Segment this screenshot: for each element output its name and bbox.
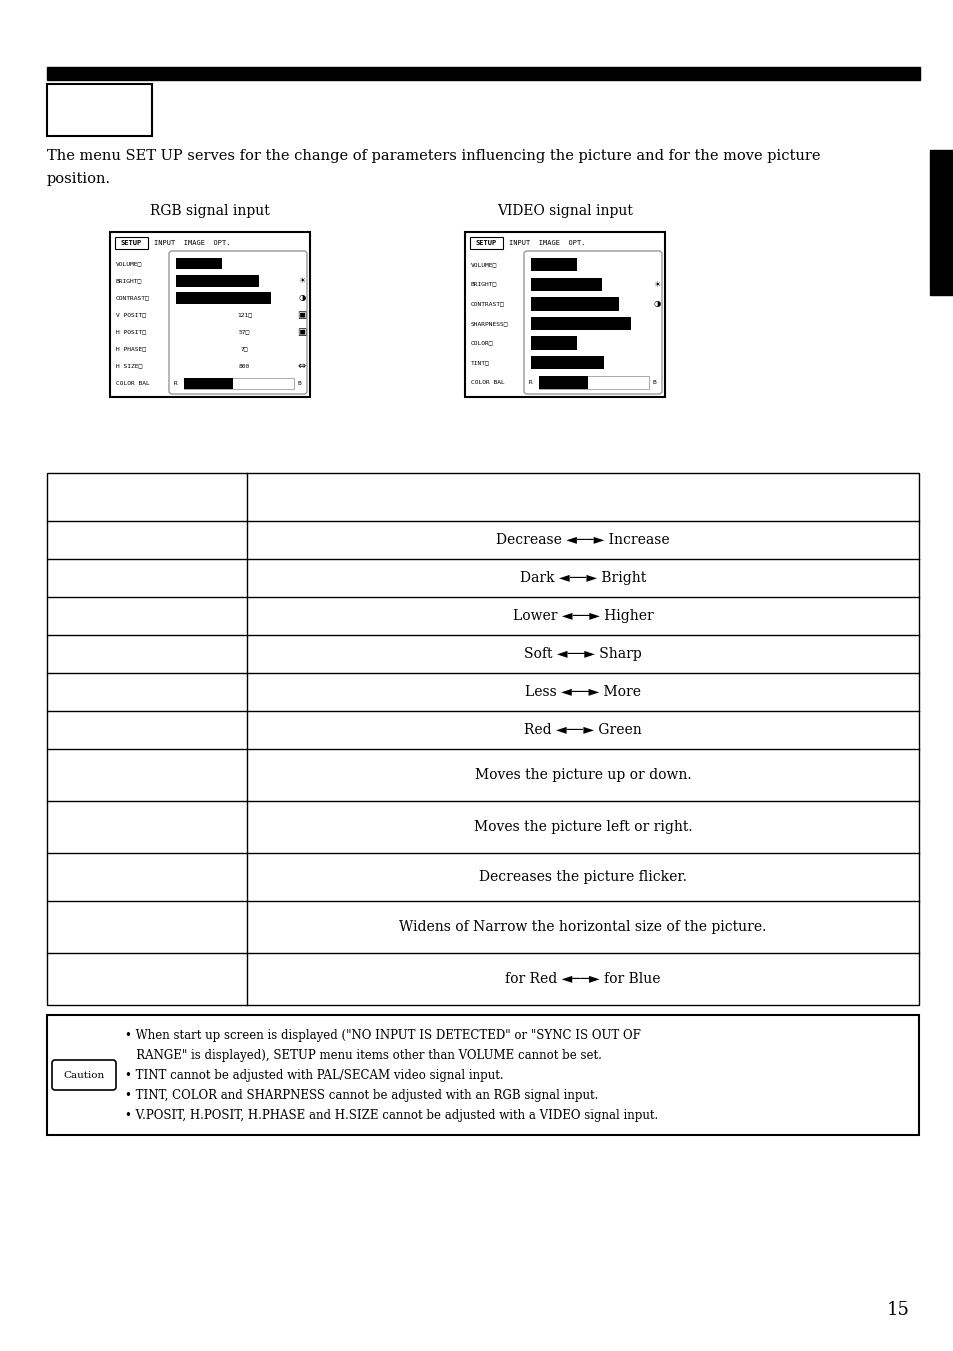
Text: • TINT, COLOR and SHARPNESS cannot be adjusted with an RGB signal input.: • TINT, COLOR and SHARPNESS cannot be ad… (125, 1089, 598, 1102)
Bar (531, 278, 652, 290)
Bar (531, 357, 652, 369)
Text: Moves the picture left or right.: Moves the picture left or right. (474, 820, 692, 834)
Bar (47, 1015, 918, 1135)
Bar (175, 274, 297, 286)
Text: R: R (173, 381, 177, 386)
Bar (531, 317, 630, 330)
Bar (110, 232, 310, 397)
Text: 800: 800 (238, 363, 250, 369)
Text: H SIZE□: H SIZE□ (116, 363, 142, 369)
Text: COLOR□: COLOR□ (471, 340, 493, 346)
Text: 57□: 57□ (238, 330, 250, 335)
Text: for Red ◄──► for Blue: for Red ◄──► for Blue (505, 971, 660, 986)
Bar (538, 376, 648, 389)
Text: position.: position. (47, 172, 111, 186)
Bar (47, 473, 918, 1005)
Bar (531, 336, 652, 350)
Text: Widens of Narrow the horizontal size of the picture.: Widens of Narrow the horizontal size of … (399, 920, 766, 934)
Text: INPUT  IMAGE  OPT.: INPUT IMAGE OPT. (509, 240, 585, 246)
FancyBboxPatch shape (523, 251, 661, 394)
Bar (175, 274, 258, 286)
Text: 7□: 7□ (240, 347, 248, 351)
FancyBboxPatch shape (169, 251, 307, 394)
Bar (464, 232, 664, 397)
Text: VOLUME□: VOLUME□ (471, 262, 497, 267)
Text: Less ◄──► More: Less ◄──► More (524, 685, 640, 698)
Text: • V.POSIT, H.POSIT, H.PHASE and H.SIZE cannot be adjusted with a VIDEO signal in: • V.POSIT, H.POSIT, H.PHASE and H.SIZE c… (125, 1109, 658, 1121)
Text: Soft ◄──► Sharp: Soft ◄──► Sharp (523, 647, 641, 661)
Bar (531, 317, 652, 330)
Text: CONTRAST□: CONTRAST□ (116, 296, 150, 300)
Bar (531, 258, 577, 272)
Bar (175, 292, 297, 304)
Bar (175, 292, 271, 304)
Text: Red ◄──► Green: Red ◄──► Green (523, 723, 641, 738)
Text: TINT□: TINT□ (471, 361, 489, 365)
Bar (531, 278, 601, 290)
Text: SETUP: SETUP (476, 240, 497, 246)
Text: INPUT  IMAGE  OPT.: INPUT IMAGE OPT. (153, 240, 231, 246)
Bar (531, 297, 652, 311)
Text: BRIGHT□: BRIGHT□ (471, 282, 497, 286)
Text: VIDEO signal input: VIDEO signal input (497, 204, 632, 218)
Text: • TINT cannot be adjusted with PAL/SECAM video signal input.: • TINT cannot be adjusted with PAL/SECAM… (125, 1069, 503, 1082)
Bar (531, 336, 577, 350)
Bar (175, 258, 222, 269)
Text: BRIGHT□: BRIGHT□ (116, 278, 142, 284)
Text: Lower ◄──► Higher: Lower ◄──► Higher (512, 609, 653, 623)
FancyBboxPatch shape (52, 1061, 116, 1090)
Bar (538, 376, 588, 389)
Bar (47, 68, 919, 80)
Text: ⇔: ⇔ (297, 361, 306, 372)
Text: 15: 15 (886, 1301, 909, 1319)
Text: ☀: ☀ (298, 276, 305, 285)
Text: COLOR BAL: COLOR BAL (471, 380, 504, 385)
Bar (531, 357, 603, 369)
Bar (175, 258, 297, 269)
Text: Decreases the picture flicker.: Decreases the picture flicker. (478, 870, 686, 884)
Text: SETUP: SETUP (121, 240, 142, 246)
Text: H POSIT□: H POSIT□ (116, 330, 146, 335)
Text: RGB signal input: RGB signal input (150, 204, 270, 218)
Bar (531, 297, 618, 311)
Text: ▣: ▣ (297, 327, 306, 336)
Text: Decrease ◄──► Increase: Decrease ◄──► Increase (496, 534, 669, 547)
Text: SHARPNESS□: SHARPNESS□ (471, 322, 508, 326)
Text: ▣: ▣ (297, 309, 306, 320)
Text: VOLUME□: VOLUME□ (116, 261, 142, 266)
Text: ☀: ☀ (653, 280, 660, 289)
Text: Dark ◄──► Bright: Dark ◄──► Bright (519, 571, 645, 585)
Text: 121□: 121□ (237, 312, 252, 317)
Bar (929, 150, 953, 295)
Bar (47, 84, 152, 136)
Text: RANGE" is displayed), SETUP menu items other than VOLUME cannot be set.: RANGE" is displayed), SETUP menu items o… (125, 1048, 601, 1062)
Bar (115, 236, 148, 249)
Text: Moves the picture up or down.: Moves the picture up or down. (475, 767, 691, 782)
Text: H PHASE□: H PHASE□ (116, 347, 146, 351)
Bar (531, 258, 652, 272)
Text: Caution: Caution (63, 1070, 105, 1079)
Bar (470, 236, 502, 249)
Text: B: B (652, 380, 656, 385)
Text: V POSIT□: V POSIT□ (116, 312, 146, 317)
Text: B: B (297, 381, 301, 386)
Bar (184, 378, 233, 389)
Text: COLOR BAL: COLOR BAL (116, 381, 150, 386)
Text: ◑: ◑ (653, 300, 659, 308)
Bar (184, 378, 294, 389)
Text: ◑: ◑ (298, 293, 305, 303)
Text: CONTRAST□: CONTRAST□ (471, 301, 504, 307)
Text: R: R (529, 380, 532, 385)
Text: The menu SET UP serves for the change of parameters influencing the picture and : The menu SET UP serves for the change of… (47, 149, 820, 163)
Text: • When start up screen is displayed ("NO INPUT IS DETECTED" or "SYNC IS OUT OF: • When start up screen is displayed ("NO… (125, 1029, 640, 1042)
